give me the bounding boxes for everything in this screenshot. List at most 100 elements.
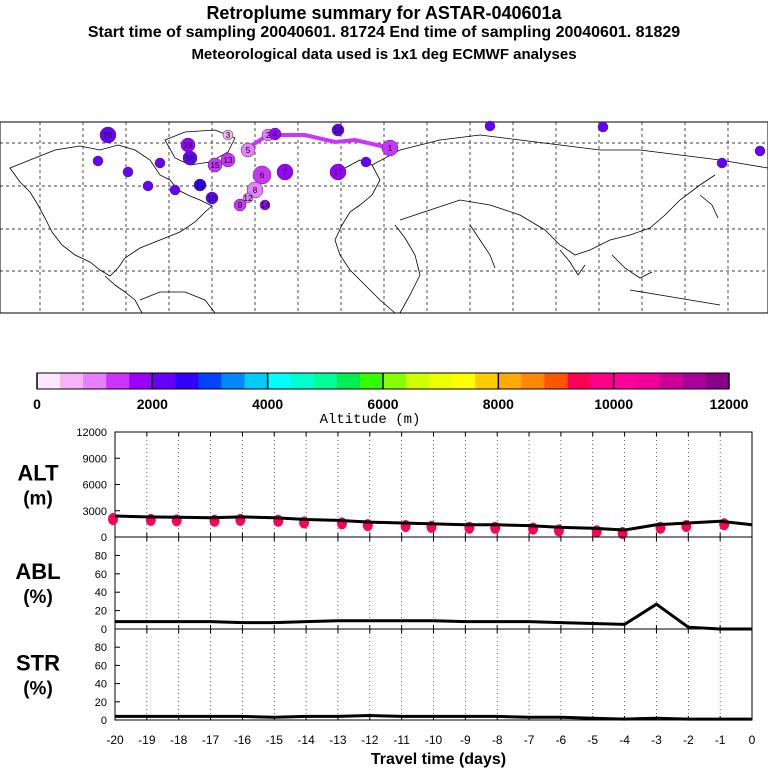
plume-marker [240, 142, 256, 158]
panel-yunit: (%) [23, 587, 53, 608]
plume-marker [222, 129, 234, 141]
x-tick-label: -9 [460, 733, 471, 747]
colorbar-cell [267, 373, 292, 389]
plume-marker-label: 4 [273, 130, 278, 139]
plume-marker [754, 145, 766, 157]
panel-abl: 80 60 40 20 0 ABL (%) [15, 536, 753, 636]
y-tick-label: 12000 [76, 427, 107, 439]
plume-marker [122, 166, 134, 178]
plume-marker-label: 9 [238, 201, 243, 210]
panel-frame [114, 536, 753, 630]
plume-marker [233, 198, 247, 212]
x-tick-label: -13 [329, 733, 347, 747]
map-gridlines [0, 122, 768, 313]
time-series-panels: 120009000600030000ALT(m)806040200ABL(%)8… [15, 427, 755, 768]
x-axis-label: Travel time (days) [371, 751, 506, 768]
colorbar-cell [383, 373, 407, 389]
plume-marker [142, 180, 154, 192]
colorbar-cell [590, 373, 614, 389]
plume-marker-label: 8 [253, 186, 258, 195]
colorbar-cell [636, 373, 661, 389]
colorbar-tick-label: 2000 [137, 396, 168, 412]
x-tick-label: 0 [749, 733, 756, 747]
x-tick-label: -10 [425, 733, 443, 747]
colorbar-cell [152, 373, 176, 389]
colorbar-cell [60, 373, 84, 389]
x-tick-label: -1 [715, 733, 726, 747]
colorbar-tick-label: 6000 [367, 396, 398, 412]
plume-marker-label: 3 [226, 131, 231, 140]
plume-marker-label: 7 [283, 168, 288, 177]
y-tick-label: 0 [101, 532, 107, 544]
panel-ylabel: ABL [15, 559, 60, 584]
y-tick-label: 3000 [83, 506, 107, 518]
y-tick-label: 20 [95, 606, 107, 618]
colorbar-cell [521, 373, 545, 389]
colorbar-label: Altitude (m) [320, 412, 421, 428]
plume-marker [99, 126, 117, 144]
x-tick-label: -15 [266, 733, 284, 747]
plume-marker [207, 157, 223, 173]
plume-marker [268, 127, 282, 141]
colorbar-cells [37, 373, 730, 389]
x-tick-label: -7 [524, 733, 535, 747]
plume-marker [276, 163, 294, 181]
colorbar-cell [544, 373, 568, 389]
colorbar-tick-labels: 0 2000 4000 6000 8000 10000 12000 [33, 373, 749, 412]
plume-marker [242, 192, 254, 204]
panel-alt: 12000 9000 6000 3000 0 ALT (m) [17, 427, 753, 544]
plume-marker [92, 155, 104, 167]
x-tick-label: -20 [106, 733, 124, 747]
colorbar-cell [313, 373, 338, 389]
colorbar-cell [175, 373, 199, 389]
x-tick-label: -18 [170, 733, 188, 747]
y-tick-label: 40 [95, 587, 107, 599]
y-tick-label: 80 [95, 642, 107, 654]
meteorological-data-line: Meteorological data used is 1x1 deg ECMW… [191, 46, 577, 63]
panel-yunit: (m) [23, 489, 53, 510]
plume-marker-label: 17 [334, 168, 343, 177]
plume-marker [205, 191, 219, 205]
colorbar-cell [567, 373, 591, 389]
plume-marker-label: 12 [244, 194, 253, 203]
colorbar-tick-label: 10000 [594, 396, 633, 412]
panel-yunit: (%) [23, 679, 53, 700]
colorbar-cell [83, 373, 107, 389]
plume-marker [154, 157, 166, 169]
panel-ylabel: ALT [17, 461, 59, 486]
plume-marker-label: 16 [186, 154, 195, 163]
x-tick-label: -5 [587, 733, 598, 747]
plume-marker [180, 137, 196, 153]
plume-marker [716, 157, 728, 169]
sampling-time-line: Start time of sampling 20040601. 81724 E… [87, 24, 681, 41]
plume-marker [381, 139, 399, 157]
plume-marker-label: 18 [334, 126, 343, 135]
colorbar-cell [244, 373, 268, 389]
colorbar-cell [221, 373, 245, 389]
colorbar-cell [129, 373, 153, 389]
colorbar-cell [406, 373, 430, 389]
colorbar-tick-label: 0 [33, 396, 41, 412]
series-line [114, 514, 753, 532]
plume-marker-label: 19 [184, 141, 193, 150]
x-tick-label: -8 [492, 733, 503, 747]
plume-marker [331, 123, 345, 137]
plume-marker [484, 120, 496, 132]
plume-marker-label: 11 [196, 181, 205, 190]
plume-marker-label: 6 [260, 171, 265, 180]
plume-marker-label: 2 [266, 131, 271, 140]
x-tick-label: -14 [297, 733, 315, 747]
plume-marker [597, 121, 609, 133]
x-tick-label: -3 [651, 733, 662, 747]
y-tick-label: 80 [95, 550, 107, 562]
colorbar-tick-label: 8000 [483, 396, 514, 412]
plume-marker-label: 13 [224, 156, 233, 165]
colorbar-cell [452, 373, 476, 389]
y-tick-label: 0 [101, 715, 107, 727]
plume-marker [360, 156, 372, 168]
x-tick-label: -12 [361, 733, 379, 747]
plume-marker-label: 15 [211, 161, 220, 170]
